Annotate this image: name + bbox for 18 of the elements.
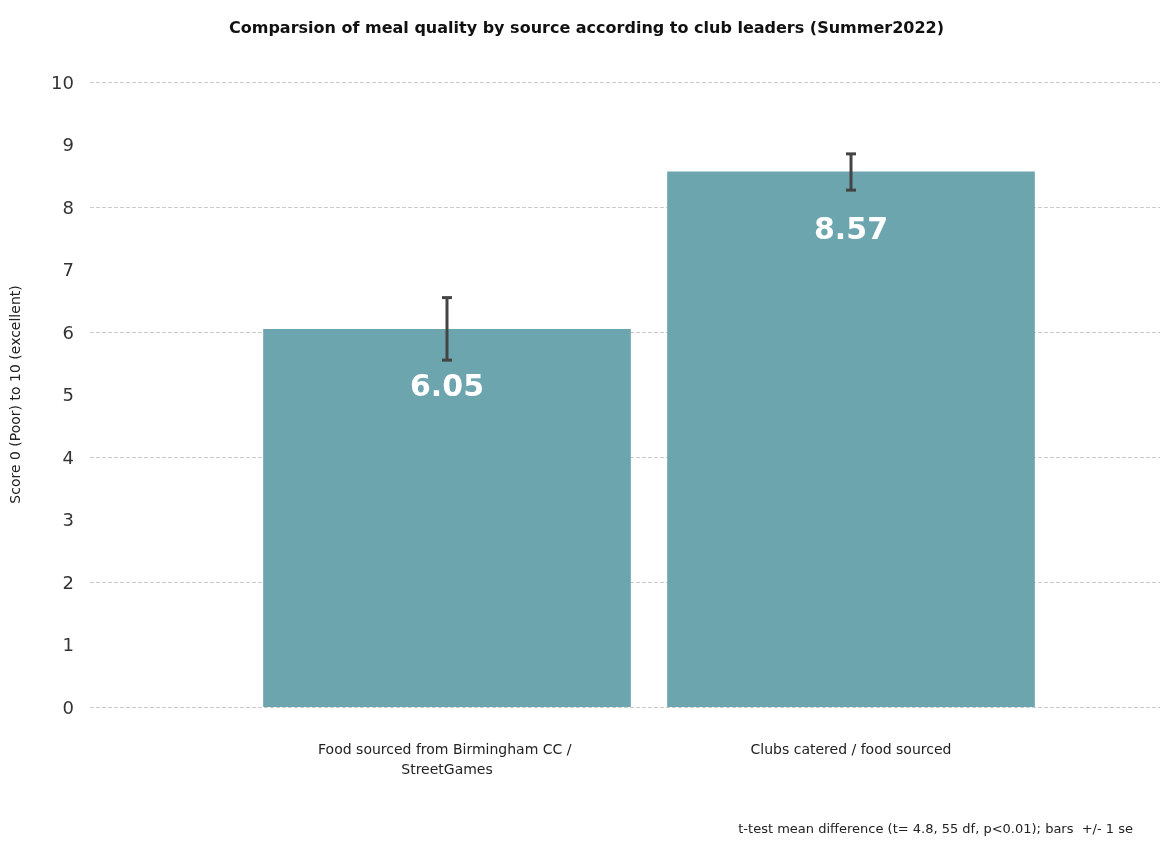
y-tick-label: 2 [62,571,74,593]
text: t-test mean difference (t= 4.8, 55 df, p<0.01); bars +/- 1 se [738,821,1134,836]
y-tick-label: 0 [62,696,74,718]
x-tick-label: Food sourced from Birmingham CC / StreetGames [318,741,576,777]
y-tick-label: 3 [62,509,74,530]
y-tick-label: 7 [62,259,74,280]
y-tick-label: 8 [62,196,74,218]
data-label: 6.05 [409,368,485,404]
y-tick-label: 1 [62,634,74,655]
data-label: 8.57 [813,210,889,246]
y-tick-label: 9 [62,134,74,155]
x-tick-label: Clubs catered / food sourced [750,741,952,757]
y-tick-label: 5 [62,384,74,405]
chart-title: Comparsion of meal quality by source according to club leaders (Summer2022) [229,17,944,37]
y-tick-label: 10 [51,71,74,93]
y-tick-label: 6 [62,321,74,343]
y-tick-label: 4 [62,446,74,468]
y-axis-title: Score 0 (Poor) to 10 (excellent) [7,285,23,504]
